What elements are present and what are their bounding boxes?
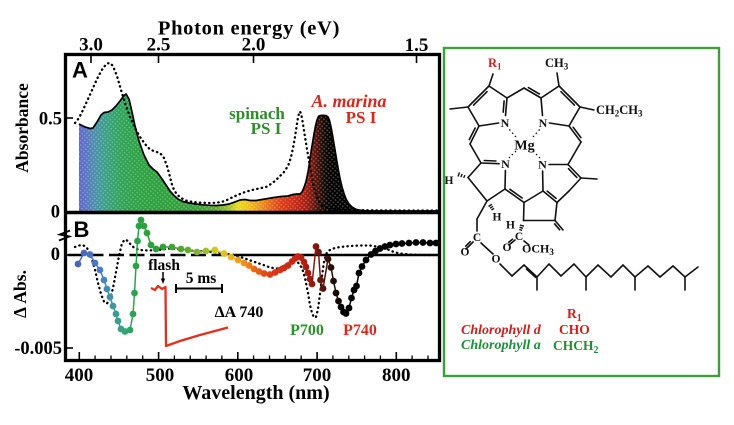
svg-text:C: C bbox=[473, 232, 481, 244]
svg-text:600: 600 bbox=[225, 365, 254, 386]
svg-text:5 ms: 5 ms bbox=[186, 270, 217, 287]
svg-text:700: 700 bbox=[303, 365, 332, 386]
svg-text:3.0: 3.0 bbox=[79, 35, 103, 56]
svg-text:Chlorophyll d: Chlorophyll d bbox=[461, 323, 542, 338]
svg-text:-0.005: -0.005 bbox=[14, 339, 62, 359]
svg-text:P740: P740 bbox=[343, 322, 377, 339]
svg-text:0: 0 bbox=[51, 203, 60, 223]
svg-text:H: H bbox=[445, 175, 454, 187]
svg-text:N: N bbox=[501, 116, 510, 130]
svg-text:Mg: Mg bbox=[514, 139, 534, 154]
svg-text:Chlorophyll a: Chlorophyll a bbox=[461, 338, 541, 353]
svg-text:H: H bbox=[506, 220, 515, 232]
svg-text:A: A bbox=[72, 58, 88, 83]
svg-text:O: O bbox=[503, 242, 512, 254]
svg-text:Δ Abs.: Δ Abs. bbox=[10, 270, 30, 318]
svg-text:2.5: 2.5 bbox=[147, 35, 171, 56]
svg-text:1.5: 1.5 bbox=[405, 35, 429, 56]
svg-text:400: 400 bbox=[65, 365, 94, 386]
svg-text:N: N bbox=[501, 157, 510, 171]
svg-text:500: 500 bbox=[146, 365, 175, 386]
svg-text:N: N bbox=[539, 116, 548, 130]
svg-text:0: 0 bbox=[51, 245, 60, 265]
svg-text:B: B bbox=[74, 217, 90, 242]
svg-text:PS I: PS I bbox=[251, 119, 282, 138]
svg-text:H: H bbox=[493, 212, 502, 224]
svg-text:CHO: CHO bbox=[559, 322, 590, 337]
svg-text:O: O bbox=[492, 254, 501, 266]
svg-text:Absorbance: Absorbance bbox=[12, 83, 32, 173]
svg-text:O: O bbox=[461, 247, 470, 259]
svg-text:CH2CH3: CH2CH3 bbox=[596, 103, 643, 119]
svg-text:800: 800 bbox=[382, 365, 411, 386]
svg-text:flash: flash bbox=[148, 257, 180, 274]
svg-text:2.0: 2.0 bbox=[242, 35, 266, 56]
svg-text:PS I: PS I bbox=[346, 108, 377, 127]
svg-text:P700: P700 bbox=[290, 322, 324, 339]
svg-text:ΔA 740: ΔA 740 bbox=[215, 304, 264, 321]
svg-text:N: N bbox=[538, 158, 547, 172]
svg-text:0.5: 0.5 bbox=[39, 110, 62, 130]
